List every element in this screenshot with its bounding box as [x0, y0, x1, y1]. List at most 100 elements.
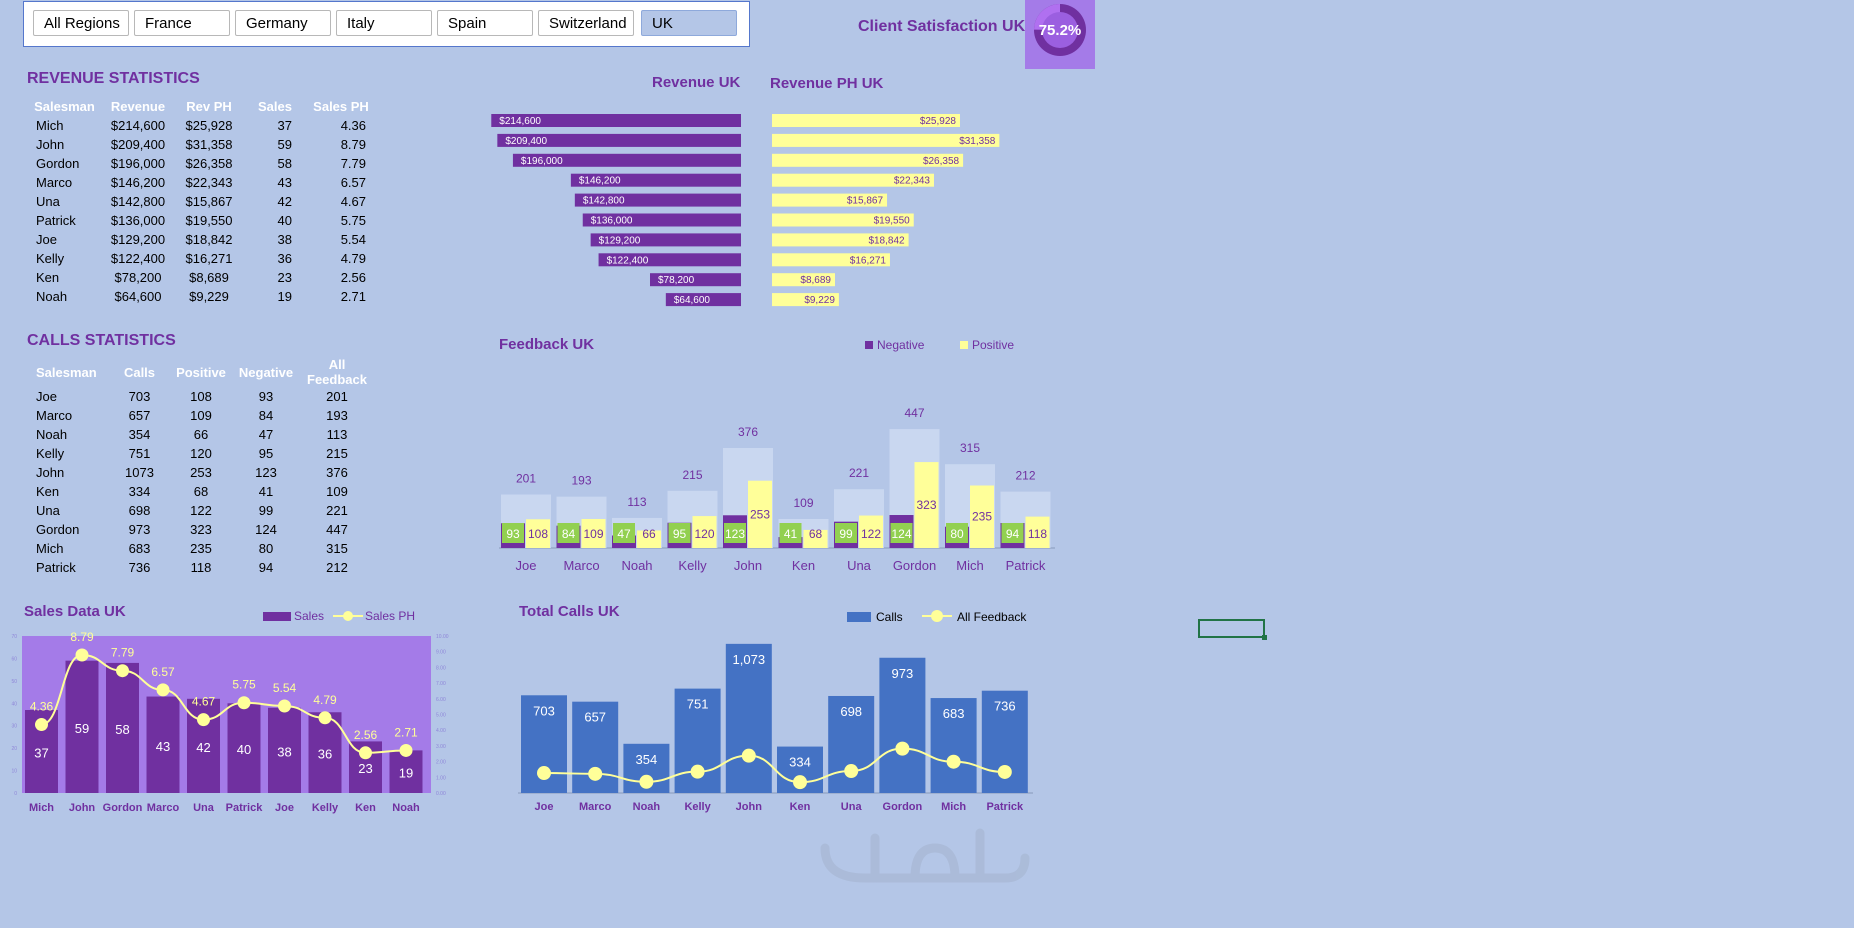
table-cell: $129,200 [110, 232, 166, 247]
feedback-negative-label-bg [502, 523, 524, 543]
table-cell: $19,550 [185, 213, 233, 228]
sales-bar-label: 59 [75, 721, 89, 736]
feedback-positive-label: 109 [583, 527, 603, 541]
calls-bar-label: 354 [636, 752, 658, 767]
calls-bar-label: 703 [533, 703, 555, 718]
calls-stats-table: Salesman Calls Positive Negative All Fee… [27, 357, 377, 577]
table-cell: 94 [258, 560, 274, 575]
sales-ph-label: 4.67 [192, 695, 216, 709]
table-cell: 118 [190, 560, 212, 575]
table-cell: 5.54 [340, 232, 366, 247]
x-tick-label: John [736, 801, 763, 813]
table-cell: 193 [326, 408, 348, 423]
selected-cell[interactable] [1198, 619, 1267, 640]
header-rev-ph: Rev PH [186, 98, 232, 114]
feedback-negative-label-bg [613, 523, 635, 543]
y-left-tick: 60 [11, 656, 17, 662]
sales-ph-point [318, 711, 332, 725]
table-cell: Joe [36, 232, 57, 247]
sales-bar-label: 36 [318, 747, 332, 762]
sales-bar-label: 42 [196, 740, 210, 755]
sales-bar-label: 43 [156, 739, 170, 754]
revenue-bar [665, 293, 741, 307]
y-left-tick: 70 [11, 634, 17, 640]
feedback-point [537, 766, 551, 781]
feedback-point [997, 764, 1012, 779]
feedback-positive-label: 118 [1028, 527, 1047, 541]
table-cell: $25,928 [185, 118, 233, 133]
feedback-total-label: 193 [571, 474, 591, 488]
sales-bar [389, 750, 423, 793]
x-tick-label: Patrick [1006, 558, 1046, 573]
table-cell: $9,229 [189, 289, 229, 304]
table-cell: 124 [255, 522, 277, 537]
table-row: Patrick $136,000 $19,550 40 5.75 [27, 211, 376, 230]
table-cell: Mich [36, 118, 64, 133]
table-cell: $64,600 [114, 289, 162, 304]
feedback-negative-label: 94 [1006, 527, 1020, 541]
x-tick-label: Noah [392, 802, 420, 814]
revenue-ph-bar [772, 233, 909, 247]
table-cell: 4.67 [340, 194, 366, 209]
table-cell: 201 [326, 389, 348, 404]
feedback-chart: Negative Positive 201 93 108 Joe 193 84 109 Marco… [499, 338, 1055, 573]
slicer-uk[interactable]: UK [641, 10, 737, 36]
feedback-total-label: 447 [904, 406, 924, 420]
x-tick-label: Gordon [883, 801, 923, 813]
feedback-point [793, 775, 807, 790]
feedback-negative-label: 93 [506, 527, 520, 541]
y-right-tick: 9.00 [436, 650, 446, 656]
feedback-line [543, 747, 1005, 784]
table-cell: Joe [36, 389, 57, 404]
feedback-positive-bar [526, 519, 550, 548]
table-row: Joe 703 108 93 201 [27, 387, 377, 406]
table-cell: John [36, 465, 65, 480]
feedback-negative-label-bg [835, 523, 857, 543]
revenue-bar-label: $196,000 [521, 156, 563, 167]
slicer-germany[interactable]: Germany [235, 10, 331, 36]
sales-ph-point [278, 699, 291, 713]
table-cell: 253 [190, 465, 212, 480]
table-cell: 66 [193, 427, 209, 442]
x-tick-label: Una [193, 802, 215, 814]
table-row: Patrick 736 118 94 212 [27, 558, 377, 577]
x-tick-label: Kelly [678, 558, 707, 573]
table-row: Gordon $196,000 $26,358 58 7.79 [27, 154, 376, 173]
table-cell: 40 [277, 213, 292, 228]
table-cell: 1073 [125, 465, 154, 480]
table-cell: Ken [36, 270, 60, 285]
feedback-point [946, 754, 961, 769]
table-cell: $18,842 [185, 232, 233, 247]
sales-ph-label: 7.79 [111, 646, 135, 660]
header-salesman: Salesman [34, 98, 95, 114]
x-tick-label: Joe [535, 801, 554, 813]
sales-ph-point [399, 743, 413, 757]
slicer-spain[interactable]: Spain [437, 10, 533, 36]
table-cell: 221 [326, 503, 348, 518]
revenue-bar-label: $136,000 [591, 216, 633, 227]
sales-bar-label: 23 [358, 761, 372, 776]
x-tick-label: Mich [941, 801, 966, 813]
calls-bar-label: 973 [892, 666, 914, 681]
slicer-france[interactable]: France [134, 10, 230, 36]
table-cell: 19 [277, 289, 292, 304]
table-cell: 99 [258, 503, 274, 518]
x-tick-label: Patrick [226, 802, 264, 814]
slicer-switzerland[interactable]: Switzerland [538, 10, 634, 36]
feedback-total-label: 376 [738, 425, 758, 439]
feedback-positive-bar [581, 519, 606, 548]
table-row: John $209,400 $31,358 59 8.79 [27, 135, 376, 154]
calls-bar-label: 736 [994, 699, 1016, 714]
revenue-bar-label: $78,200 [658, 275, 695, 286]
y-right-tick: 5.00 [436, 713, 446, 719]
calls-bar [930, 698, 977, 793]
table-cell: 42 [277, 194, 292, 209]
table-cell: $26,358 [185, 156, 233, 171]
revenue-ph-bar-label: $25,928 [920, 116, 957, 127]
feedback-point [844, 764, 859, 779]
legend-positive-label: Positive [972, 338, 1014, 352]
slicer-all-regions[interactable]: All Regions [33, 10, 129, 36]
table-cell: 315 [326, 541, 348, 556]
slicer-italy[interactable]: Italy [336, 10, 432, 36]
table-cell: Kelly [36, 446, 65, 461]
